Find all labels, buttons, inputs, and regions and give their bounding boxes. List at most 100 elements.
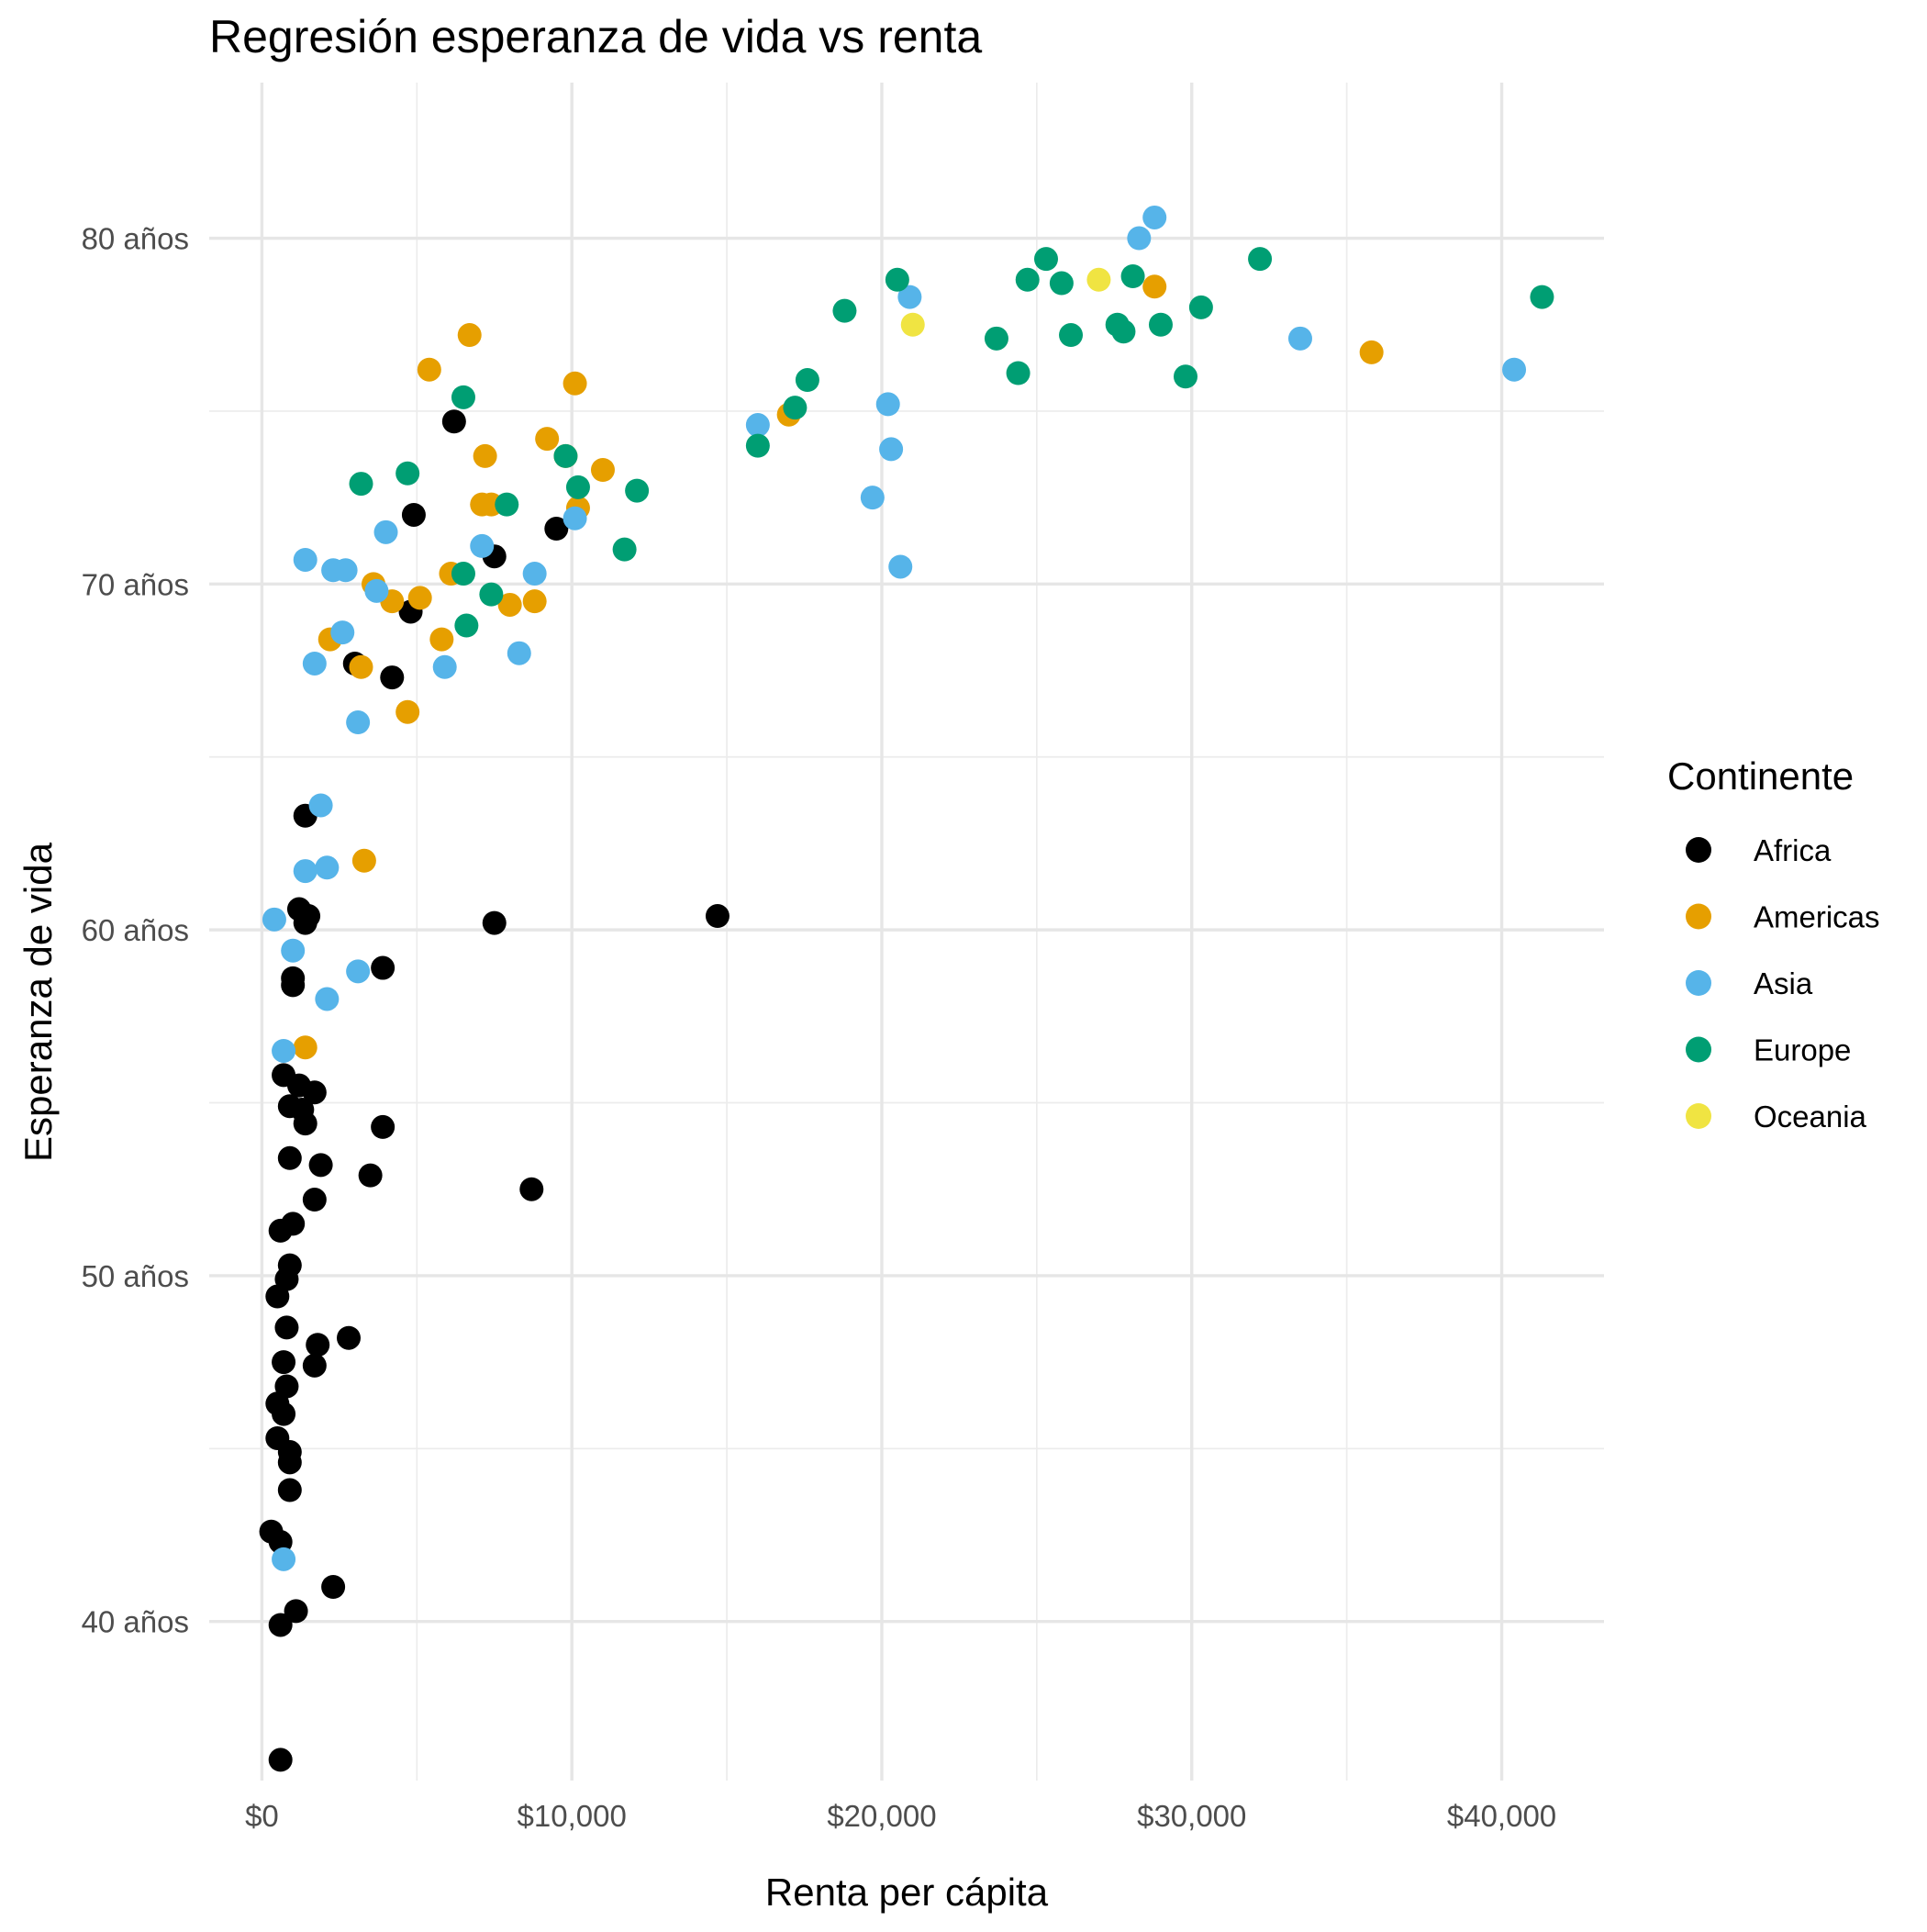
legend-key-asia bbox=[1686, 970, 1711, 996]
data-point-asia bbox=[315, 855, 340, 880]
legend-key-africa bbox=[1686, 837, 1711, 863]
data-point-europe bbox=[1015, 267, 1040, 292]
data-point-asia bbox=[1127, 226, 1152, 251]
data-point-europe bbox=[495, 492, 519, 517]
data-point-asia bbox=[315, 987, 340, 1011]
data-point-asia bbox=[262, 907, 286, 932]
data-point-europe bbox=[1006, 361, 1030, 385]
data-point-europe bbox=[479, 582, 504, 607]
y-tick-label: 50 años bbox=[82, 1259, 189, 1293]
data-point-africa bbox=[358, 1163, 383, 1188]
data-point-asia bbox=[346, 959, 371, 984]
x-tick-label: $0 bbox=[245, 1799, 279, 1833]
legend-key-europe bbox=[1686, 1036, 1711, 1063]
data-point-europe bbox=[795, 368, 819, 393]
data-point-europe bbox=[1059, 323, 1084, 348]
data-point-europe bbox=[745, 433, 770, 458]
data-point-africa bbox=[293, 1111, 317, 1136]
data-point-asia bbox=[507, 641, 531, 665]
data-point-europe bbox=[451, 385, 475, 409]
data-point-africa bbox=[272, 1402, 296, 1426]
data-point-americas bbox=[351, 848, 376, 873]
data-point-asia bbox=[373, 519, 398, 544]
data-point-americas bbox=[395, 699, 420, 724]
data-point-africa bbox=[380, 665, 405, 690]
data-point-asia bbox=[470, 533, 495, 558]
y-tick-label: 70 años bbox=[82, 567, 189, 601]
data-point-africa bbox=[337, 1325, 361, 1350]
data-point-africa bbox=[281, 973, 306, 998]
data-point-europe bbox=[395, 461, 420, 486]
data-point-europe bbox=[1188, 295, 1213, 319]
data-point-europe bbox=[832, 298, 857, 323]
legend: Continente Africa Americas Asia Europe Ocean… bbox=[1667, 754, 1880, 1134]
data-point-americas bbox=[590, 457, 615, 482]
data-point-europe bbox=[454, 613, 479, 638]
data-point-africa bbox=[401, 502, 426, 527]
tick-labels: $0 $10,000 $20,000 $30,000 $40,000 40 años 50 … bbox=[82, 222, 1557, 1833]
legend-key-americas bbox=[1686, 903, 1711, 930]
data-point-oceania bbox=[1086, 267, 1111, 292]
data-point-africa bbox=[544, 517, 569, 542]
data-point-americas bbox=[1142, 274, 1167, 299]
data-point-africa bbox=[265, 1284, 290, 1309]
data-point-europe bbox=[1248, 247, 1273, 272]
data-point-asia bbox=[293, 859, 317, 884]
data-point-oceania bbox=[900, 312, 925, 337]
y-axis-title: Esperanza de vida bbox=[17, 842, 60, 1162]
legend-label-asia: Asia bbox=[1754, 966, 1813, 1000]
data-point-africa bbox=[705, 904, 730, 929]
data-point-europe bbox=[1120, 263, 1145, 288]
data-point-africa bbox=[302, 1188, 327, 1212]
chart-title: Regresión esperanza de vida vs renta bbox=[209, 11, 982, 62]
data-point-americas bbox=[1359, 340, 1384, 364]
data-point-americas bbox=[522, 589, 547, 614]
legend-label-oceania: Oceania bbox=[1754, 1100, 1867, 1134]
grid-layer bbox=[209, 83, 1604, 1781]
data-point-asia bbox=[879, 437, 904, 462]
data-point-africa bbox=[308, 1153, 333, 1178]
data-point-americas bbox=[473, 443, 497, 468]
x-tick-label: $40,000 bbox=[1447, 1799, 1556, 1833]
data-point-americas bbox=[457, 323, 482, 348]
data-point-asia bbox=[346, 710, 371, 735]
legend-label-europe: Europe bbox=[1754, 1033, 1851, 1067]
data-point-asia bbox=[860, 486, 885, 510]
data-point-americas bbox=[535, 427, 560, 452]
data-point-africa bbox=[302, 1353, 327, 1378]
points-layer bbox=[259, 205, 1554, 1772]
data-point-americas bbox=[349, 654, 373, 679]
data-point-africa bbox=[302, 1080, 327, 1105]
data-point-africa bbox=[277, 1478, 302, 1502]
legend-label-africa: Africa bbox=[1754, 833, 1832, 867]
data-point-asia bbox=[272, 1038, 296, 1063]
data-point-africa bbox=[274, 1315, 299, 1340]
data-point-europe bbox=[885, 267, 909, 292]
data-point-africa bbox=[482, 910, 507, 935]
x-axis-title: Renta per cápita bbox=[765, 1871, 1049, 1914]
data-point-europe bbox=[1034, 247, 1058, 272]
data-point-europe bbox=[451, 562, 475, 586]
data-point-africa bbox=[293, 910, 317, 935]
data-point-asia bbox=[432, 654, 457, 679]
data-point-asia bbox=[745, 413, 770, 438]
data-point-europe bbox=[1530, 285, 1554, 309]
data-point-asia bbox=[563, 506, 587, 530]
data-point-asia bbox=[364, 578, 389, 603]
data-point-europe bbox=[1148, 312, 1173, 337]
data-point-asia bbox=[875, 392, 900, 417]
y-tick-label: 60 años bbox=[82, 913, 189, 947]
x-tick-label: $10,000 bbox=[518, 1799, 627, 1833]
data-point-africa bbox=[371, 955, 395, 980]
data-point-africa bbox=[277, 1145, 302, 1170]
data-point-asia bbox=[302, 651, 327, 676]
legend-items: Africa Americas Asia Europe Oceania bbox=[1686, 833, 1880, 1134]
data-point-europe bbox=[349, 472, 373, 497]
data-point-europe bbox=[565, 475, 590, 499]
data-point-africa bbox=[284, 1599, 308, 1624]
data-point-americas bbox=[497, 592, 522, 617]
x-tick-label: $30,000 bbox=[1137, 1799, 1246, 1833]
data-point-asia bbox=[281, 938, 306, 963]
